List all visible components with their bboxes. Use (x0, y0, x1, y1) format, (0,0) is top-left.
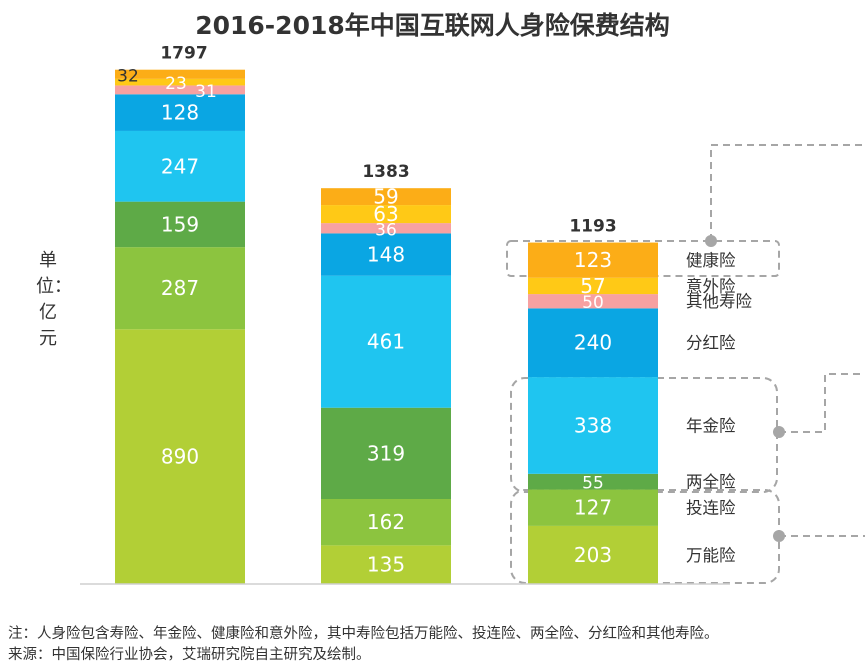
bar-segment (115, 329, 245, 584)
data-label: 123 (574, 248, 612, 272)
bar-segment (528, 377, 658, 474)
legend-label: 投连险 (686, 499, 736, 518)
bar-segment (321, 223, 451, 234)
data-label: 32 (117, 66, 139, 86)
bar-segment (115, 247, 245, 330)
data-label: 319 (367, 441, 405, 465)
legend-label: 健康险 (686, 251, 736, 270)
bar-segment (115, 69, 245, 79)
bars (115, 69, 658, 584)
data-label: 23 (165, 74, 187, 94)
legend-label: 两全险 (686, 473, 736, 492)
bar-segment (321, 407, 451, 499)
legend-label: 意外险 (686, 277, 736, 296)
data-label: 247 (161, 154, 199, 178)
data-label: 148 (367, 243, 405, 267)
total-label: 1383 (362, 162, 409, 182)
bar-segment (528, 525, 658, 584)
data-label: 162 (367, 510, 405, 534)
bar-segment (321, 188, 451, 206)
bar-segment (321, 498, 451, 546)
data-label: 203 (574, 543, 612, 567)
bar-segment (321, 275, 451, 408)
data-label: 287 (161, 276, 199, 300)
bar-segment (115, 85, 245, 95)
bracket-dot (705, 235, 717, 247)
bracket-dot (773, 426, 785, 438)
bracket-connector (779, 373, 865, 433)
bar-segment (528, 308, 658, 378)
bar-segment (321, 233, 451, 276)
bar-segment (528, 294, 658, 309)
bar-segment (115, 130, 245, 202)
data-label: 57 (580, 274, 605, 298)
data-label: 240 (574, 331, 612, 355)
footnote-note: 注：人身险包含寿险、年金险、健康险和意外险，其中寿险包括万能险、投连险、两全险、… (8, 626, 719, 642)
data-label: 59 (373, 185, 398, 209)
footnote-source: 来源：中国保险行业协会，艾瑞研究院自主研究及绘制。 (8, 647, 371, 663)
bracket-connector (710, 144, 865, 241)
data-label: 890 (161, 445, 199, 469)
data-label: 36 (375, 220, 397, 240)
total-label: 1193 (569, 217, 616, 237)
bar-segment (115, 78, 245, 86)
data-label: 63 (373, 202, 398, 226)
bar-segment (321, 545, 451, 584)
bar-segment (321, 205, 451, 224)
bar-segment (115, 201, 245, 248)
data-label: 50 (582, 293, 604, 313)
data-label: 159 (161, 212, 199, 236)
data-label: 338 (574, 413, 612, 437)
bar-segment (528, 473, 658, 490)
data-label: 55 (582, 474, 604, 494)
data-label: 31 (195, 82, 217, 102)
bar-segment (115, 94, 245, 131)
data-label: 135 (367, 553, 405, 577)
total-label: 1797 (160, 44, 207, 64)
bar-segment (528, 242, 658, 278)
footnotes: 注：人身险包含寿险、年金险、健康险和意外险，其中寿险包括万能险、投连险、两全险、… (8, 624, 719, 666)
data-label: 127 (574, 496, 612, 520)
legend-label: 万能险 (686, 546, 736, 565)
bracket-dot (773, 530, 785, 542)
data-label: 128 (161, 101, 199, 125)
data-label: 461 (367, 330, 405, 354)
legend-label: 年金险 (686, 416, 736, 435)
legend-label: 其他寿险 (686, 292, 753, 311)
bar-segment (528, 277, 658, 295)
chart-title: 2016-2018年中国互联网人身险保费结构 (195, 11, 670, 40)
bar-segment (528, 489, 658, 526)
legend-label: 分红险 (686, 334, 736, 353)
